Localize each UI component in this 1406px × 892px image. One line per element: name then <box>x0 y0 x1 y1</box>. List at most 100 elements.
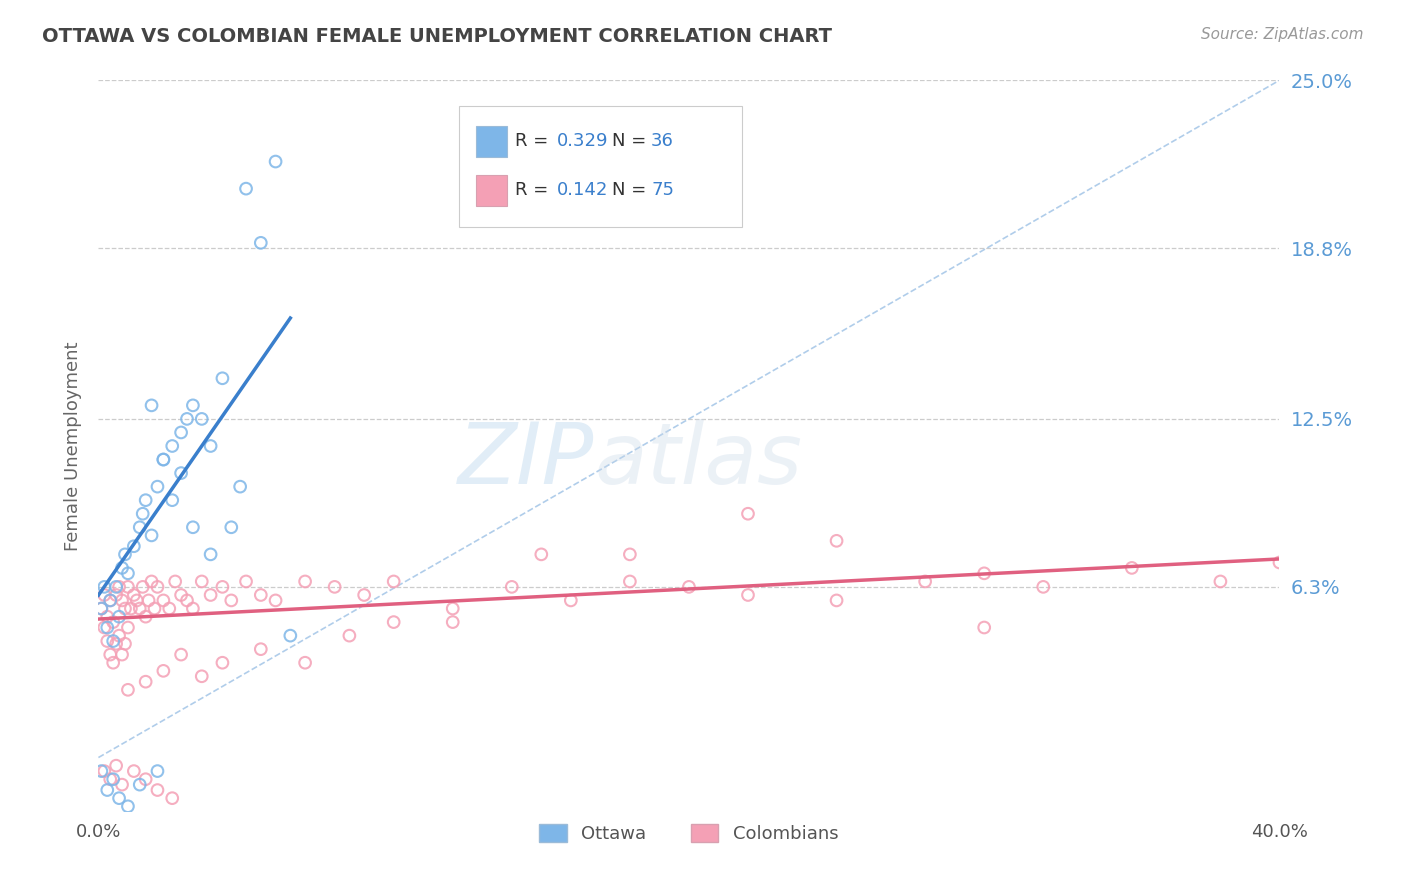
Point <box>108 791 131 805</box>
FancyBboxPatch shape <box>477 176 508 206</box>
Point <box>146 764 169 778</box>
Point <box>264 593 287 607</box>
Point <box>323 580 346 594</box>
Point <box>191 412 214 426</box>
Point <box>914 574 936 589</box>
Point <box>103 634 125 648</box>
Point <box>117 620 139 634</box>
Point <box>135 609 157 624</box>
Point <box>353 588 375 602</box>
Point <box>103 772 125 787</box>
Text: atlas: atlas <box>595 419 803 502</box>
Point <box>382 615 405 629</box>
Point <box>135 772 157 787</box>
Point <box>162 439 183 453</box>
Point <box>111 593 134 607</box>
Point <box>125 593 148 607</box>
Point <box>135 493 157 508</box>
Point <box>200 439 222 453</box>
Point <box>181 601 204 615</box>
Point <box>825 533 848 548</box>
Point <box>250 588 273 602</box>
Point <box>441 615 464 629</box>
Point <box>108 629 131 643</box>
Point <box>165 574 187 589</box>
Point <box>108 580 131 594</box>
Point <box>105 758 128 772</box>
Point <box>143 601 166 615</box>
Point <box>162 791 183 805</box>
Text: 75: 75 <box>651 181 673 199</box>
Text: 0.142: 0.142 <box>557 181 607 199</box>
Point <box>1268 556 1291 570</box>
Point <box>441 601 464 615</box>
Point <box>191 669 214 683</box>
Point <box>96 634 118 648</box>
FancyBboxPatch shape <box>477 127 508 157</box>
Text: OTTAWA VS COLOMBIAN FEMALE UNEMPLOYMENT CORRELATION CHART: OTTAWA VS COLOMBIAN FEMALE UNEMPLOYMENT … <box>42 27 832 45</box>
Point <box>120 601 142 615</box>
Text: R =: R = <box>516 181 554 199</box>
Point <box>146 580 169 594</box>
Point <box>170 588 193 602</box>
Point <box>229 480 252 494</box>
Point <box>93 580 115 594</box>
Point <box>501 580 523 594</box>
Point <box>96 609 118 624</box>
Point <box>90 601 112 615</box>
Point <box>117 580 139 594</box>
Point <box>200 588 222 602</box>
Point <box>132 507 155 521</box>
Point <box>122 764 145 778</box>
Point <box>111 778 134 792</box>
Text: R =: R = <box>516 132 554 150</box>
Point <box>90 764 112 778</box>
Point <box>973 566 995 581</box>
Point <box>221 593 243 607</box>
Point <box>132 580 155 594</box>
Point <box>108 609 131 624</box>
Point <box>294 574 316 589</box>
Text: 36: 36 <box>651 132 673 150</box>
Point <box>560 593 582 607</box>
Point <box>737 507 759 521</box>
Point <box>200 547 222 561</box>
Point <box>737 588 759 602</box>
Point <box>152 664 174 678</box>
Point <box>530 547 553 561</box>
Point <box>264 154 287 169</box>
Point <box>114 601 136 615</box>
Point <box>162 493 183 508</box>
Point <box>105 588 128 602</box>
Point <box>122 588 145 602</box>
Y-axis label: Female Unemployment: Female Unemployment <box>63 342 82 550</box>
Point <box>170 466 193 480</box>
Point <box>619 574 641 589</box>
Point <box>141 398 163 412</box>
Point <box>114 547 136 561</box>
Point <box>105 637 128 651</box>
Point <box>152 452 174 467</box>
Point <box>221 520 243 534</box>
Point <box>128 520 150 534</box>
Point <box>170 425 193 440</box>
Point <box>157 601 180 615</box>
Text: ZIP: ZIP <box>458 419 595 502</box>
Point <box>90 601 112 615</box>
Point <box>117 566 139 581</box>
Text: N =: N = <box>612 132 652 150</box>
Point <box>250 642 273 657</box>
Text: Source: ZipAtlas.com: Source: ZipAtlas.com <box>1201 27 1364 42</box>
Point <box>294 656 316 670</box>
Point <box>191 574 214 589</box>
Point <box>619 547 641 561</box>
Point <box>98 593 121 607</box>
Point <box>141 528 163 542</box>
Point <box>1121 561 1143 575</box>
Point <box>280 629 302 643</box>
Point <box>170 648 193 662</box>
Point <box>176 412 198 426</box>
Point <box>211 580 233 594</box>
Point <box>211 371 233 385</box>
Point <box>111 648 134 662</box>
